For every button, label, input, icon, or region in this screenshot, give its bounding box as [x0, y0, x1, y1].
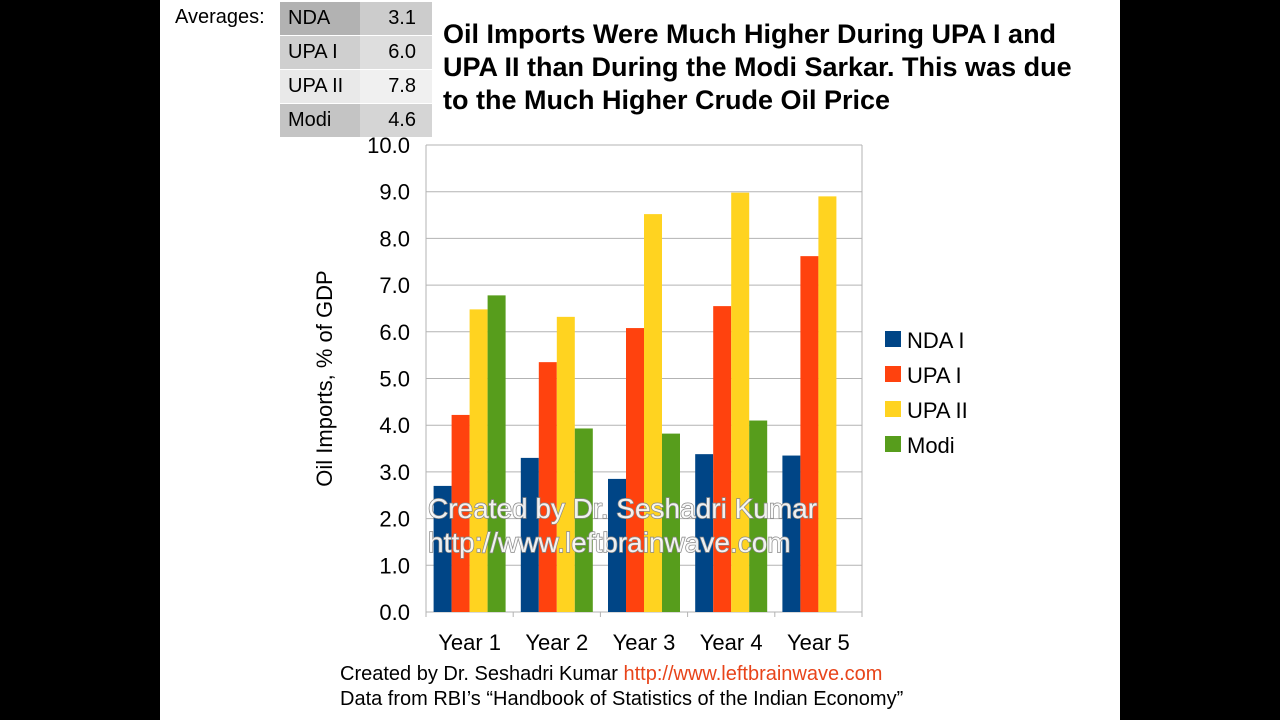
averages-row-upa-i: UPA I 6.0: [280, 35, 432, 70]
footer-source: Data from RBI’s “Handbook of Statistics …: [340, 688, 904, 710]
legend-swatch: [885, 436, 901, 452]
slide: Averages: NDA 3.1 UPA I 6.0 UPA II 7.8 M…: [160, 0, 1120, 720]
bar-modi: [574, 428, 593, 612]
legend-label: Modi: [907, 433, 955, 458]
bar-upa-i: [626, 328, 644, 612]
y-tick-label: 5.0: [379, 367, 410, 392]
x-tick-label: Year 3: [613, 630, 676, 655]
averages-value: 3.1: [360, 2, 432, 36]
y-tick-label: 1.0: [379, 553, 410, 578]
averages-row-modi: Modi 4.6: [280, 103, 432, 138]
averages-name: UPA II: [280, 69, 360, 104]
y-tick-label: 2.0: [379, 507, 410, 532]
legend-label: NDA I: [907, 328, 964, 353]
legend-swatch: [885, 331, 901, 347]
chart-title: Oil Imports Were Much Higher During UPA …: [443, 19, 1072, 115]
bar-nda-i: [433, 485, 452, 612]
averages-value: 7.8: [360, 69, 432, 104]
averages-value: 4.6: [360, 103, 432, 138]
bar-modi: [487, 295, 506, 612]
averages-value: 6.0: [360, 35, 432, 70]
bar-upa-ii: [818, 196, 837, 612]
legend-label: UPA I: [907, 363, 962, 388]
bar-nda-i: [520, 457, 539, 612]
bar-upa-ii: [556, 316, 575, 612]
bar-upa-i: [451, 414, 470, 612]
footer-website-link[interactable]: http://www.leftbrainwave.com: [623, 663, 883, 685]
footer-credit: Created by Dr. Seshadri Kumar http://www…: [340, 662, 903, 712]
bar-upa-ii: [731, 192, 750, 612]
y-tick-label: 10.0: [367, 133, 410, 158]
y-tick-label: 8.0: [379, 226, 410, 251]
bar-upa-i: [713, 306, 732, 612]
y-tick-label: 7.0: [379, 273, 410, 298]
bar-nda-i: [782, 455, 801, 612]
x-tick-label: Year 1: [438, 630, 501, 655]
x-tick-label: Year 2: [525, 630, 588, 655]
y-tick-label: 0.0: [379, 600, 410, 625]
bar-upa-ii: [644, 214, 662, 612]
footer-author: Created by Dr. Seshadri Kumar: [340, 663, 618, 685]
bar-upa-ii: [469, 309, 488, 612]
y-tick-label: 6.0: [379, 320, 410, 345]
bar-nda-i: [695, 454, 714, 612]
watermark-url: http://www.leftbrainwave.com: [428, 527, 791, 558]
bar-modi: [662, 433, 680, 612]
bar-nda-i: [608, 478, 626, 612]
footer-line-1: Created by Dr. Seshadri Kumar http://www…: [340, 662, 903, 687]
y-tick-label: 4.0: [379, 413, 410, 438]
x-tick-label: Year 5: [787, 630, 850, 655]
y-tick-label: 3.0: [379, 460, 410, 485]
averages-name: Modi: [280, 103, 360, 138]
averages-row-nda: NDA 3.1: [280, 2, 432, 36]
bar-upa-i: [800, 256, 819, 612]
averages-table: NDA 3.1 UPA I 6.0 UPA II 7.8 Modi 4.6: [280, 2, 432, 138]
watermark-author: Created by Dr. Seshadri Kumar: [428, 493, 817, 524]
bar-chart: 0.0 1.0 2.0 3.0 4.0 5.0 6.0 7.0 8.0 9.0 10.0 Year 1…: [312, 133, 968, 655]
bar-upa-i: [538, 362, 557, 612]
y-tick-label: 9.0: [379, 180, 410, 205]
x-tick-label: Year 4: [700, 630, 763, 655]
legend-swatch: [885, 366, 901, 382]
averages-row-upa-ii: UPA II 7.8: [280, 69, 432, 104]
y-axis-title: Oil Imports, % of GDP: [312, 270, 337, 486]
averages-label: Averages:: [175, 6, 265, 28]
legend-swatch: [885, 401, 901, 417]
averages-name: UPA I: [280, 35, 360, 70]
bar-modi: [749, 420, 768, 612]
averages-name: NDA: [280, 2, 360, 36]
legend-label: UPA II: [907, 398, 968, 423]
